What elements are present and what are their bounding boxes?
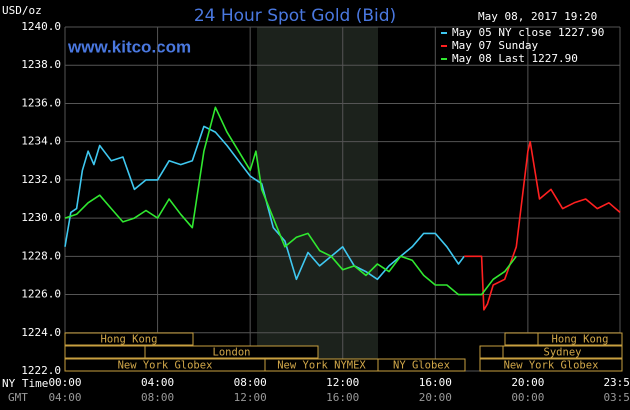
y-tick-label: 1224.0 bbox=[21, 326, 61, 339]
legend-label: May 05 NY close 1227.90 bbox=[452, 26, 604, 39]
session-box bbox=[377, 358, 466, 372]
x2-tick-label: 03:59 bbox=[603, 391, 630, 404]
y-tick-label: 1232.0 bbox=[21, 173, 61, 186]
series-line bbox=[464, 140, 621, 311]
x2-tick-label: 20:00 bbox=[419, 391, 452, 404]
x2-tick-label: 08:00 bbox=[141, 391, 174, 404]
session-box bbox=[144, 345, 319, 359]
y-tick-label: 1238.0 bbox=[21, 58, 61, 71]
session-label: Hong Kong bbox=[101, 334, 158, 346]
session-label: London bbox=[213, 347, 251, 359]
series-line bbox=[64, 106, 517, 296]
watermark: www.kitco.com bbox=[67, 37, 191, 56]
legend-label: May 07 Sunday bbox=[452, 39, 538, 52]
session-label: NY Globex bbox=[393, 360, 450, 372]
x-tick-label: 20:00 bbox=[511, 376, 544, 389]
x-axis-label: NY Time bbox=[2, 377, 48, 390]
x2-tick-label: 00:00 bbox=[511, 391, 544, 404]
session-box bbox=[479, 358, 623, 372]
unit-label: USD/oz bbox=[2, 4, 42, 17]
session-label: Sydney bbox=[544, 347, 582, 359]
x-tick-label: 16:00 bbox=[419, 376, 452, 389]
timestamp: May 08, 2017 19:20 bbox=[478, 10, 597, 23]
x-tick-label: 12:00 bbox=[326, 376, 359, 389]
x2-tick-label: 04:00 bbox=[48, 391, 81, 404]
session-box bbox=[64, 345, 146, 359]
y-tick-label: 1228.0 bbox=[21, 249, 61, 262]
y-tick-label: 1236.0 bbox=[21, 96, 61, 109]
x-tick-label: 00:00 bbox=[48, 376, 81, 389]
chart-title: 24 Hour Spot Gold (Bid) bbox=[194, 6, 396, 26]
y-tick-label: 1222.0 bbox=[21, 364, 61, 377]
x2-axis-label: GMT bbox=[8, 391, 28, 404]
session-label: Hong Kong bbox=[552, 334, 609, 346]
session-box bbox=[64, 332, 194, 346]
shaded-session bbox=[257, 27, 378, 371]
x2-tick-label: 12:00 bbox=[234, 391, 267, 404]
session-box bbox=[479, 345, 504, 359]
x2-tick-label: 16:00 bbox=[326, 391, 359, 404]
x-tick-label: 23:59 bbox=[603, 376, 630, 389]
legend-label: May 08 Last 1227.90 bbox=[452, 52, 578, 65]
x-tick-label: 04:00 bbox=[141, 376, 174, 389]
y-tick-label: 1234.0 bbox=[21, 135, 61, 148]
y-tick-label: 1226.0 bbox=[21, 288, 61, 301]
session-label: New York Globex bbox=[118, 360, 213, 372]
y-tick-label: 1230.0 bbox=[21, 211, 61, 224]
session-label: New York NYMEX bbox=[277, 360, 366, 372]
session-label: New York Globex bbox=[504, 360, 599, 372]
x-tick-label: 08:00 bbox=[234, 376, 267, 389]
series-line bbox=[64, 125, 465, 281]
session-box bbox=[504, 332, 539, 346]
y-tick-label: 1240.0 bbox=[21, 20, 61, 33]
